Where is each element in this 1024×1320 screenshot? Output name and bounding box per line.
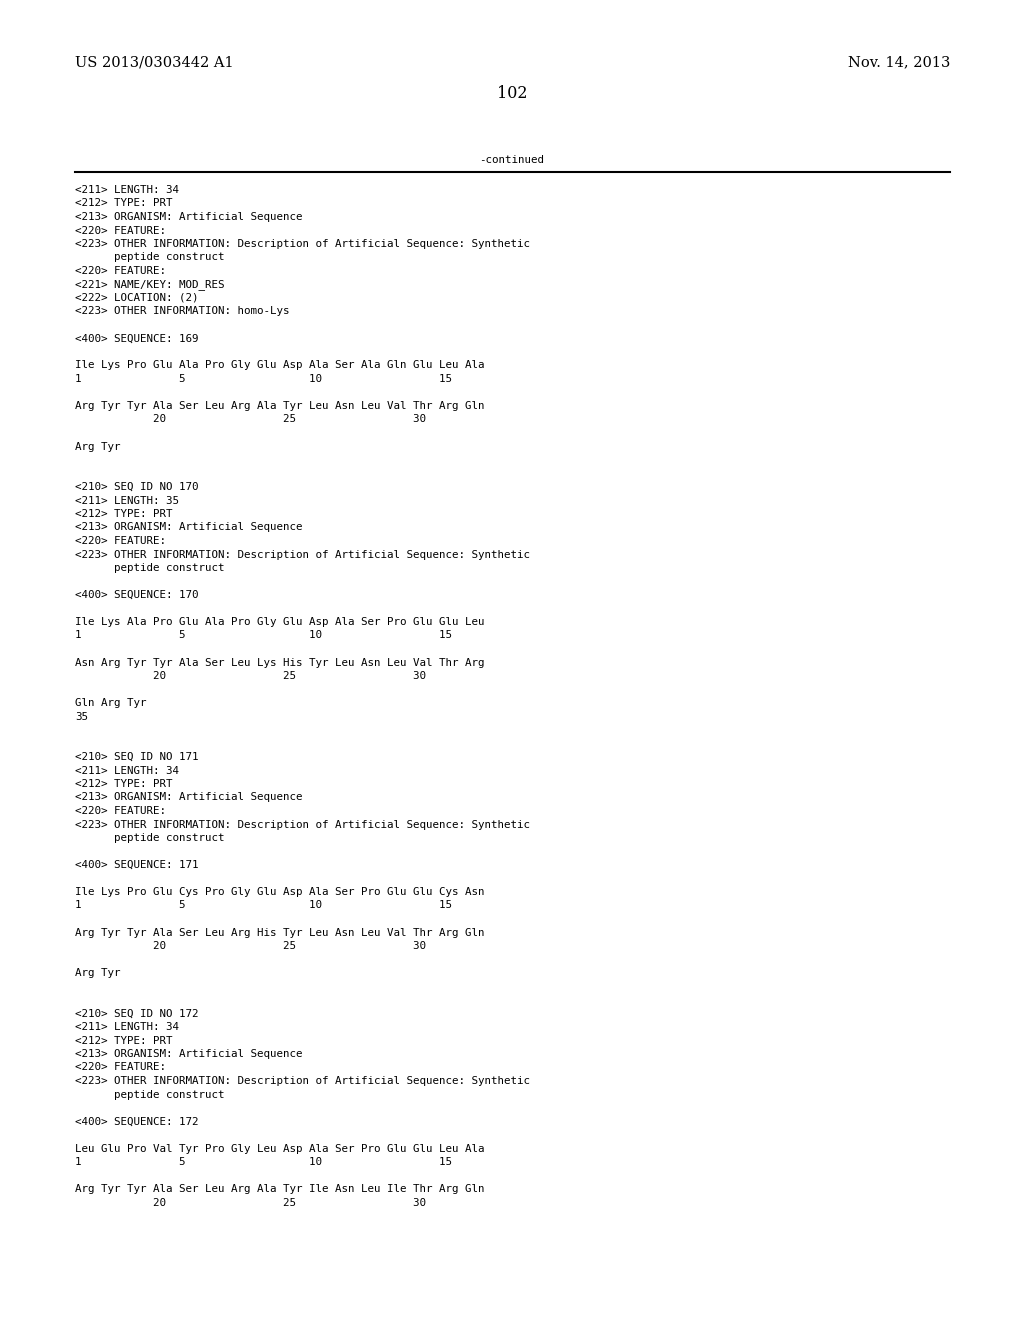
Text: <223> OTHER INFORMATION: homo-Lys: <223> OTHER INFORMATION: homo-Lys <box>75 306 290 317</box>
Text: 20                  25                  30: 20 25 30 <box>75 941 426 950</box>
Text: 1               5                   10                  15: 1 5 10 15 <box>75 631 452 640</box>
Text: <400> SEQUENCE: 171: <400> SEQUENCE: 171 <box>75 861 199 870</box>
Text: <212> TYPE: PRT: <212> TYPE: PRT <box>75 198 172 209</box>
Text: <400> SEQUENCE: 170: <400> SEQUENCE: 170 <box>75 590 199 601</box>
Text: peptide construct: peptide construct <box>75 1089 224 1100</box>
Text: 20                  25                  30: 20 25 30 <box>75 1197 426 1208</box>
Text: peptide construct: peptide construct <box>75 564 224 573</box>
Text: Arg Tyr Tyr Ala Ser Leu Arg Ala Tyr Leu Asn Leu Val Thr Arg Gln: Arg Tyr Tyr Ala Ser Leu Arg Ala Tyr Leu … <box>75 401 484 411</box>
Text: <222> LOCATION: (2): <222> LOCATION: (2) <box>75 293 199 304</box>
Text: <220> FEATURE:: <220> FEATURE: <box>75 267 166 276</box>
Text: <210> SEQ ID NO 171: <210> SEQ ID NO 171 <box>75 752 199 762</box>
Text: <211> LENGTH: 35: <211> LENGTH: 35 <box>75 495 179 506</box>
Text: <210> SEQ ID NO 170: <210> SEQ ID NO 170 <box>75 482 199 492</box>
Text: <211> LENGTH: 34: <211> LENGTH: 34 <box>75 185 179 195</box>
Text: <213> ORGANISM: Artificial Sequence: <213> ORGANISM: Artificial Sequence <box>75 792 302 803</box>
Text: Arg Tyr: Arg Tyr <box>75 968 121 978</box>
Text: Asn Arg Tyr Tyr Ala Ser Leu Lys His Tyr Leu Asn Leu Val Thr Arg: Asn Arg Tyr Tyr Ala Ser Leu Lys His Tyr … <box>75 657 484 668</box>
Text: 102: 102 <box>497 84 527 102</box>
Text: <220> FEATURE:: <220> FEATURE: <box>75 226 166 235</box>
Text: -continued: -continued <box>479 154 545 165</box>
Text: Gln Arg Tyr: Gln Arg Tyr <box>75 698 146 708</box>
Text: 20                  25                  30: 20 25 30 <box>75 414 426 425</box>
Text: Ile Lys Ala Pro Glu Ala Pro Gly Glu Asp Ala Ser Pro Glu Glu Leu: Ile Lys Ala Pro Glu Ala Pro Gly Glu Asp … <box>75 616 484 627</box>
Text: <213> ORGANISM: Artificial Sequence: <213> ORGANISM: Artificial Sequence <box>75 213 302 222</box>
Text: <220> FEATURE:: <220> FEATURE: <box>75 807 166 816</box>
Text: 1               5                   10                  15: 1 5 10 15 <box>75 1158 452 1167</box>
Text: Ile Lys Pro Glu Ala Pro Gly Glu Asp Ala Ser Ala Gln Glu Leu Ala: Ile Lys Pro Glu Ala Pro Gly Glu Asp Ala … <box>75 360 484 371</box>
Text: <220> FEATURE:: <220> FEATURE: <box>75 536 166 546</box>
Text: <212> TYPE: PRT: <212> TYPE: PRT <box>75 1035 172 1045</box>
Text: <223> OTHER INFORMATION: Description of Artificial Sequence: Synthetic: <223> OTHER INFORMATION: Description of … <box>75 239 530 249</box>
Text: 20                  25                  30: 20 25 30 <box>75 671 426 681</box>
Text: Arg Tyr Tyr Ala Ser Leu Arg His Tyr Leu Asn Leu Val Thr Arg Gln: Arg Tyr Tyr Ala Ser Leu Arg His Tyr Leu … <box>75 928 484 937</box>
Text: <213> ORGANISM: Artificial Sequence: <213> ORGANISM: Artificial Sequence <box>75 523 302 532</box>
Text: 35: 35 <box>75 711 88 722</box>
Text: <212> TYPE: PRT: <212> TYPE: PRT <box>75 510 172 519</box>
Text: <211> LENGTH: 34: <211> LENGTH: 34 <box>75 766 179 776</box>
Text: <400> SEQUENCE: 169: <400> SEQUENCE: 169 <box>75 334 199 343</box>
Text: <211> LENGTH: 34: <211> LENGTH: 34 <box>75 1022 179 1032</box>
Text: <213> ORGANISM: Artificial Sequence: <213> ORGANISM: Artificial Sequence <box>75 1049 302 1059</box>
Text: 1               5                   10                  15: 1 5 10 15 <box>75 374 452 384</box>
Text: peptide construct: peptide construct <box>75 833 224 843</box>
Text: <223> OTHER INFORMATION: Description of Artificial Sequence: Synthetic: <223> OTHER INFORMATION: Description of … <box>75 1076 530 1086</box>
Text: <212> TYPE: PRT: <212> TYPE: PRT <box>75 779 172 789</box>
Text: 1               5                   10                  15: 1 5 10 15 <box>75 900 452 911</box>
Text: Nov. 14, 2013: Nov. 14, 2013 <box>848 55 950 69</box>
Text: US 2013/0303442 A1: US 2013/0303442 A1 <box>75 55 233 69</box>
Text: Ile Lys Pro Glu Cys Pro Gly Glu Asp Ala Ser Pro Glu Glu Cys Asn: Ile Lys Pro Glu Cys Pro Gly Glu Asp Ala … <box>75 887 484 898</box>
Text: peptide construct: peptide construct <box>75 252 224 263</box>
Text: <223> OTHER INFORMATION: Description of Artificial Sequence: Synthetic: <223> OTHER INFORMATION: Description of … <box>75 549 530 560</box>
Text: Arg Tyr: Arg Tyr <box>75 441 121 451</box>
Text: <210> SEQ ID NO 172: <210> SEQ ID NO 172 <box>75 1008 199 1019</box>
Text: <221> NAME/KEY: MOD_RES: <221> NAME/KEY: MOD_RES <box>75 280 224 290</box>
Text: <223> OTHER INFORMATION: Description of Artificial Sequence: Synthetic: <223> OTHER INFORMATION: Description of … <box>75 820 530 829</box>
Text: <400> SEQUENCE: 172: <400> SEQUENCE: 172 <box>75 1117 199 1126</box>
Text: <220> FEATURE:: <220> FEATURE: <box>75 1063 166 1072</box>
Text: Arg Tyr Tyr Ala Ser Leu Arg Ala Tyr Ile Asn Leu Ile Thr Arg Gln: Arg Tyr Tyr Ala Ser Leu Arg Ala Tyr Ile … <box>75 1184 484 1195</box>
Text: Leu Glu Pro Val Tyr Pro Gly Leu Asp Ala Ser Pro Glu Glu Leu Ala: Leu Glu Pro Val Tyr Pro Gly Leu Asp Ala … <box>75 1143 484 1154</box>
